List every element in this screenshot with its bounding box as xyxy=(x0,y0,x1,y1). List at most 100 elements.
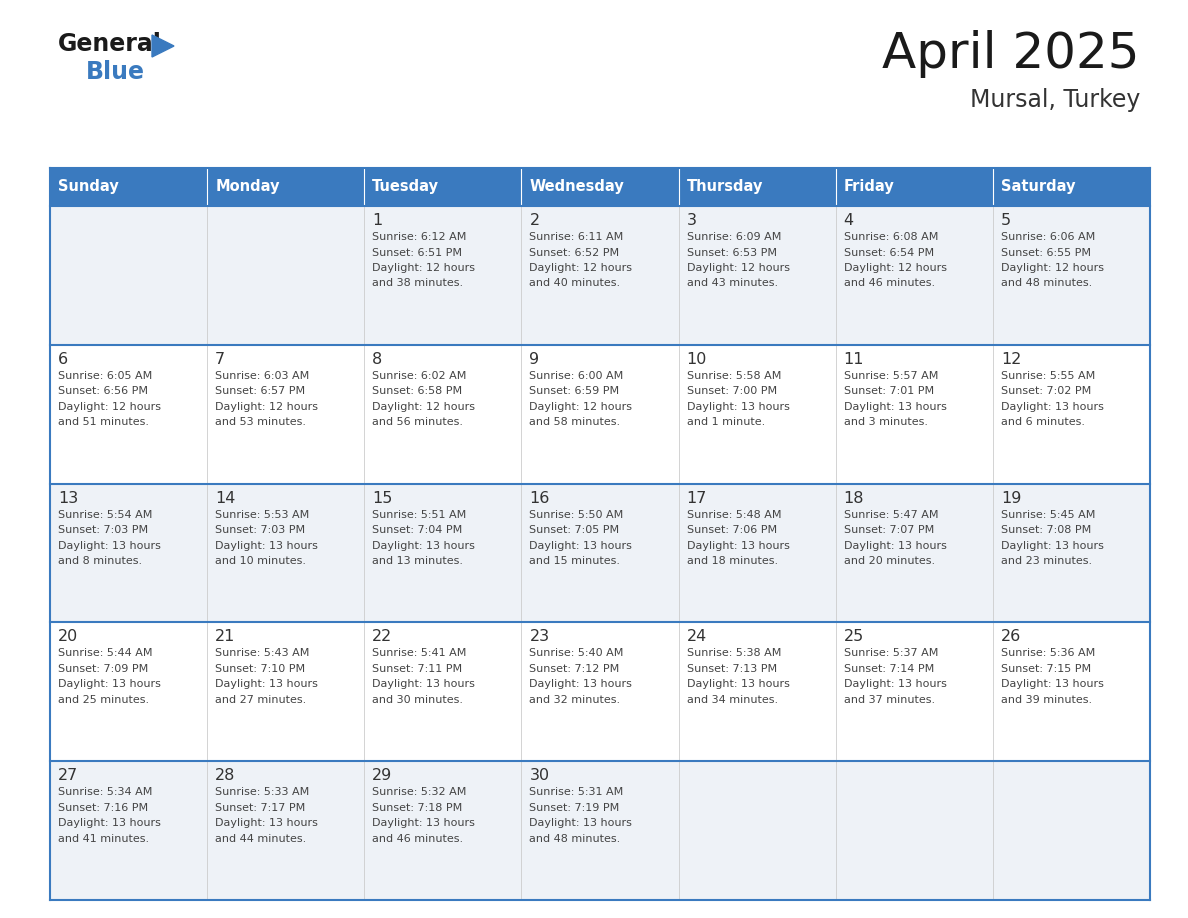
Text: and 56 minutes.: and 56 minutes. xyxy=(372,418,463,427)
Text: and 46 minutes.: and 46 minutes. xyxy=(843,278,935,288)
Text: Daylight: 12 hours: Daylight: 12 hours xyxy=(1000,263,1104,273)
Text: and 3 minutes.: and 3 minutes. xyxy=(843,418,928,427)
Text: Daylight: 13 hours: Daylight: 13 hours xyxy=(530,818,632,828)
Text: Sunset: 7:06 PM: Sunset: 7:06 PM xyxy=(687,525,777,535)
Text: Sunset: 7:11 PM: Sunset: 7:11 PM xyxy=(372,664,462,674)
Text: Daylight: 12 hours: Daylight: 12 hours xyxy=(372,263,475,273)
Text: Sunset: 7:02 PM: Sunset: 7:02 PM xyxy=(1000,386,1091,397)
Text: Daylight: 12 hours: Daylight: 12 hours xyxy=(843,263,947,273)
Text: Sunset: 6:52 PM: Sunset: 6:52 PM xyxy=(530,248,620,258)
Text: Daylight: 12 hours: Daylight: 12 hours xyxy=(58,402,162,412)
Text: and 46 minutes.: and 46 minutes. xyxy=(372,834,463,844)
Text: Sunrise: 6:11 AM: Sunrise: 6:11 AM xyxy=(530,232,624,242)
Text: Sunrise: 5:40 AM: Sunrise: 5:40 AM xyxy=(530,648,624,658)
Text: 3: 3 xyxy=(687,213,696,228)
Text: 2: 2 xyxy=(530,213,539,228)
Text: and 30 minutes.: and 30 minutes. xyxy=(372,695,463,705)
Text: and 18 minutes.: and 18 minutes. xyxy=(687,556,778,566)
Text: Daylight: 12 hours: Daylight: 12 hours xyxy=(687,263,790,273)
Text: and 53 minutes.: and 53 minutes. xyxy=(215,418,307,427)
Polygon shape xyxy=(152,35,173,57)
Text: and 48 minutes.: and 48 minutes. xyxy=(530,834,620,844)
Text: and 15 minutes.: and 15 minutes. xyxy=(530,556,620,566)
Text: April 2025: April 2025 xyxy=(883,30,1140,78)
Text: Thursday: Thursday xyxy=(687,178,763,194)
Text: and 40 minutes.: and 40 minutes. xyxy=(530,278,620,288)
Text: Daylight: 13 hours: Daylight: 13 hours xyxy=(530,541,632,551)
Text: Daylight: 12 hours: Daylight: 12 hours xyxy=(372,402,475,412)
Text: Daylight: 12 hours: Daylight: 12 hours xyxy=(530,263,632,273)
Bar xyxy=(50,345,1150,484)
Text: Mursal, Turkey: Mursal, Turkey xyxy=(969,88,1140,112)
Text: Daylight: 13 hours: Daylight: 13 hours xyxy=(372,818,475,828)
Text: 14: 14 xyxy=(215,490,235,506)
Text: Daylight: 12 hours: Daylight: 12 hours xyxy=(215,402,318,412)
Text: 6: 6 xyxy=(58,352,68,367)
Text: 26: 26 xyxy=(1000,630,1022,644)
Text: 21: 21 xyxy=(215,630,235,644)
Text: Sunset: 7:08 PM: Sunset: 7:08 PM xyxy=(1000,525,1091,535)
Text: Sunrise: 6:12 AM: Sunrise: 6:12 AM xyxy=(372,232,467,242)
Text: 25: 25 xyxy=(843,630,864,644)
Text: and 38 minutes.: and 38 minutes. xyxy=(372,278,463,288)
Text: and 51 minutes.: and 51 minutes. xyxy=(58,418,148,427)
Text: Sunrise: 6:02 AM: Sunrise: 6:02 AM xyxy=(372,371,467,381)
Bar xyxy=(678,168,835,206)
Text: Sunrise: 5:38 AM: Sunrise: 5:38 AM xyxy=(687,648,781,658)
Text: Sunrise: 5:45 AM: Sunrise: 5:45 AM xyxy=(1000,509,1095,520)
Text: 7: 7 xyxy=(215,352,226,367)
Text: Sunset: 7:00 PM: Sunset: 7:00 PM xyxy=(687,386,777,397)
Text: Tuesday: Tuesday xyxy=(372,178,440,194)
Text: Daylight: 13 hours: Daylight: 13 hours xyxy=(843,402,947,412)
Text: and 13 minutes.: and 13 minutes. xyxy=(372,556,463,566)
Text: Daylight: 13 hours: Daylight: 13 hours xyxy=(215,679,318,689)
Text: Sunrise: 6:00 AM: Sunrise: 6:00 AM xyxy=(530,371,624,381)
Text: Daylight: 13 hours: Daylight: 13 hours xyxy=(215,541,318,551)
Text: Sunset: 7:12 PM: Sunset: 7:12 PM xyxy=(530,664,620,674)
Text: and 39 minutes.: and 39 minutes. xyxy=(1000,695,1092,705)
Text: Sunrise: 5:57 AM: Sunrise: 5:57 AM xyxy=(843,371,939,381)
Text: 19: 19 xyxy=(1000,490,1022,506)
Text: Sunset: 6:54 PM: Sunset: 6:54 PM xyxy=(843,248,934,258)
Text: Monday: Monday xyxy=(215,178,279,194)
Bar xyxy=(50,622,1150,761)
Text: Sunrise: 5:58 AM: Sunrise: 5:58 AM xyxy=(687,371,781,381)
Text: Sunrise: 6:08 AM: Sunrise: 6:08 AM xyxy=(843,232,939,242)
Text: Sunset: 7:15 PM: Sunset: 7:15 PM xyxy=(1000,664,1091,674)
Text: Sunset: 7:13 PM: Sunset: 7:13 PM xyxy=(687,664,777,674)
Text: 13: 13 xyxy=(58,490,78,506)
Text: and 32 minutes.: and 32 minutes. xyxy=(530,695,620,705)
Text: and 8 minutes.: and 8 minutes. xyxy=(58,556,143,566)
Text: and 44 minutes.: and 44 minutes. xyxy=(215,834,307,844)
Text: 4: 4 xyxy=(843,213,854,228)
Text: Sunrise: 5:43 AM: Sunrise: 5:43 AM xyxy=(215,648,310,658)
Text: Saturday: Saturday xyxy=(1000,178,1075,194)
Text: Sunrise: 5:33 AM: Sunrise: 5:33 AM xyxy=(215,788,309,797)
Text: 24: 24 xyxy=(687,630,707,644)
Text: Daylight: 13 hours: Daylight: 13 hours xyxy=(372,541,475,551)
Text: 20: 20 xyxy=(58,630,78,644)
Text: Sunset: 6:59 PM: Sunset: 6:59 PM xyxy=(530,386,620,397)
Text: Daylight: 13 hours: Daylight: 13 hours xyxy=(372,679,475,689)
Text: Sunset: 6:51 PM: Sunset: 6:51 PM xyxy=(372,248,462,258)
Text: 10: 10 xyxy=(687,352,707,367)
Text: Sunrise: 5:53 AM: Sunrise: 5:53 AM xyxy=(215,509,309,520)
Text: and 23 minutes.: and 23 minutes. xyxy=(1000,556,1092,566)
Text: Sunset: 7:05 PM: Sunset: 7:05 PM xyxy=(530,525,620,535)
Text: 9: 9 xyxy=(530,352,539,367)
Text: Daylight: 13 hours: Daylight: 13 hours xyxy=(687,402,790,412)
Text: Daylight: 13 hours: Daylight: 13 hours xyxy=(58,541,160,551)
Text: Sunset: 7:01 PM: Sunset: 7:01 PM xyxy=(843,386,934,397)
Text: Sunset: 6:58 PM: Sunset: 6:58 PM xyxy=(372,386,462,397)
Text: and 10 minutes.: and 10 minutes. xyxy=(215,556,307,566)
Text: Sunrise: 5:31 AM: Sunrise: 5:31 AM xyxy=(530,788,624,797)
Text: Sunrise: 5:44 AM: Sunrise: 5:44 AM xyxy=(58,648,152,658)
Text: and 27 minutes.: and 27 minutes. xyxy=(215,695,307,705)
Text: Sunset: 7:10 PM: Sunset: 7:10 PM xyxy=(215,664,305,674)
Text: Blue: Blue xyxy=(86,60,145,84)
Bar xyxy=(365,168,522,206)
Text: Sunrise: 6:03 AM: Sunrise: 6:03 AM xyxy=(215,371,309,381)
Text: General: General xyxy=(58,32,162,56)
Text: Friday: Friday xyxy=(843,178,895,194)
Text: Sunrise: 5:41 AM: Sunrise: 5:41 AM xyxy=(372,648,467,658)
